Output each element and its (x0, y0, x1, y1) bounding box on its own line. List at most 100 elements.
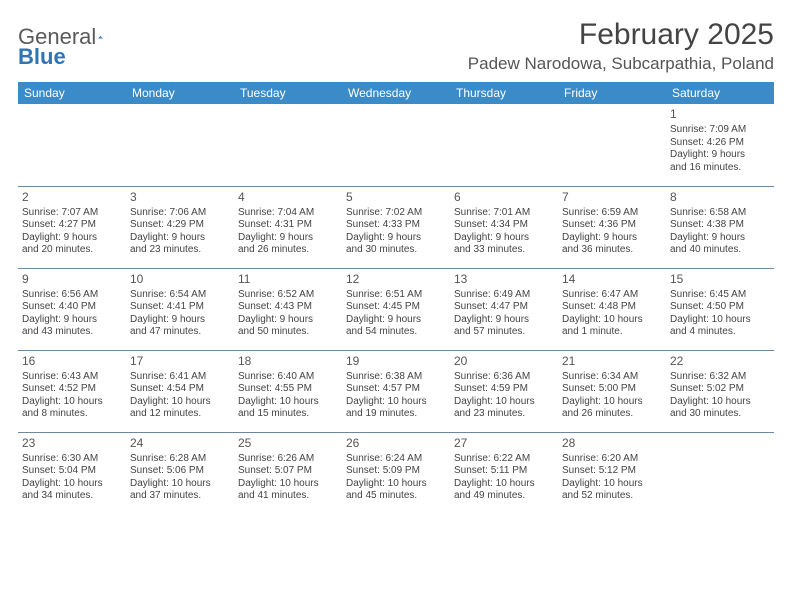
calendar-day-cell: 16Sunrise: 6:43 AMSunset: 4:52 PMDayligh… (18, 350, 126, 432)
day-number: 28 (562, 436, 662, 451)
sunset-text: Sunset: 4:55 PM (238, 383, 338, 396)
daylight-text: Daylight: 10 hours (454, 478, 554, 491)
daylight-text: Daylight: 9 hours (670, 149, 770, 162)
daylight-text: Daylight: 9 hours (562, 232, 662, 245)
sunrise-text: Sunrise: 6:30 AM (22, 453, 122, 466)
daylight-text: Daylight: 10 hours (22, 478, 122, 491)
calendar-day-cell: 28Sunrise: 6:20 AMSunset: 5:12 PMDayligh… (558, 432, 666, 514)
sunrise-text: Sunrise: 7:02 AM (346, 207, 446, 220)
calendar-empty-cell (558, 104, 666, 186)
daylight-text: Daylight: 10 hours (130, 396, 230, 409)
sunset-text: Sunset: 4:48 PM (562, 301, 662, 314)
calendar-week-row: 23Sunrise: 6:30 AMSunset: 5:04 PMDayligh… (18, 432, 774, 514)
calendar-day-cell: 11Sunrise: 6:52 AMSunset: 4:43 PMDayligh… (234, 268, 342, 350)
sunrise-text: Sunrise: 6:45 AM (670, 289, 770, 302)
calendar-table: SundayMondayTuesdayWednesdayThursdayFrid… (18, 82, 774, 514)
calendar-week-row: 16Sunrise: 6:43 AMSunset: 4:52 PMDayligh… (18, 350, 774, 432)
day-number: 24 (130, 436, 230, 451)
calendar-body: 1Sunrise: 7:09 AMSunset: 4:26 PMDaylight… (18, 104, 774, 514)
calendar-empty-cell (450, 104, 558, 186)
brand-triangle-icon (98, 27, 103, 47)
daylight-text: and 1 minute. (562, 326, 662, 339)
daylight-text: and 8 minutes. (22, 408, 122, 421)
calendar-day-cell: 23Sunrise: 6:30 AMSunset: 5:04 PMDayligh… (18, 432, 126, 514)
day-number: 4 (238, 190, 338, 205)
day-number: 13 (454, 272, 554, 287)
daylight-text: and 57 minutes. (454, 326, 554, 339)
calendar-day-cell: 2Sunrise: 7:07 AMSunset: 4:27 PMDaylight… (18, 186, 126, 268)
daylight-text: Daylight: 10 hours (670, 396, 770, 409)
daylight-text: Daylight: 9 hours (22, 314, 122, 327)
day-number: 26 (346, 436, 446, 451)
daylight-text: and 54 minutes. (346, 326, 446, 339)
calendar-day-cell: 4Sunrise: 7:04 AMSunset: 4:31 PMDaylight… (234, 186, 342, 268)
daylight-text: and 49 minutes. (454, 490, 554, 503)
day-number: 5 (346, 190, 446, 205)
daylight-text: and 34 minutes. (22, 490, 122, 503)
sunrise-text: Sunrise: 6:32 AM (670, 371, 770, 384)
calendar-empty-cell (342, 104, 450, 186)
weekday-header: Tuesday (234, 82, 342, 104)
sunrise-text: Sunrise: 6:22 AM (454, 453, 554, 466)
daylight-text: and 33 minutes. (454, 244, 554, 257)
daylight-text: Daylight: 9 hours (454, 232, 554, 245)
daylight-text: Daylight: 9 hours (670, 232, 770, 245)
sunset-text: Sunset: 4:43 PM (238, 301, 338, 314)
daylight-text: and 4 minutes. (670, 326, 770, 339)
sunrise-text: Sunrise: 6:41 AM (130, 371, 230, 384)
sunrise-text: Sunrise: 6:49 AM (454, 289, 554, 302)
sunset-text: Sunset: 4:34 PM (454, 219, 554, 232)
sunrise-text: Sunrise: 6:36 AM (454, 371, 554, 384)
day-number: 17 (130, 354, 230, 369)
weekday-header: Sunday (18, 82, 126, 104)
day-number: 15 (670, 272, 770, 287)
day-number: 10 (130, 272, 230, 287)
daylight-text: and 52 minutes. (562, 490, 662, 503)
day-number: 6 (454, 190, 554, 205)
sunset-text: Sunset: 4:27 PM (22, 219, 122, 232)
day-number: 25 (238, 436, 338, 451)
daylight-text: and 20 minutes. (22, 244, 122, 257)
daylight-text: Daylight: 9 hours (346, 232, 446, 245)
daylight-text: and 16 minutes. (670, 162, 770, 175)
daylight-text: Daylight: 9 hours (238, 232, 338, 245)
sunset-text: Sunset: 4:40 PM (22, 301, 122, 314)
day-number: 14 (562, 272, 662, 287)
calendar-day-cell: 5Sunrise: 7:02 AMSunset: 4:33 PMDaylight… (342, 186, 450, 268)
sunset-text: Sunset: 4:59 PM (454, 383, 554, 396)
sunset-text: Sunset: 5:06 PM (130, 465, 230, 478)
daylight-text: and 26 minutes. (238, 244, 338, 257)
daylight-text: Daylight: 9 hours (130, 314, 230, 327)
day-number: 20 (454, 354, 554, 369)
sunset-text: Sunset: 4:26 PM (670, 137, 770, 150)
calendar-day-cell: 21Sunrise: 6:34 AMSunset: 5:00 PMDayligh… (558, 350, 666, 432)
weekday-header: Friday (558, 82, 666, 104)
calendar-header-row: SundayMondayTuesdayWednesdayThursdayFrid… (18, 82, 774, 104)
daylight-text: and 40 minutes. (670, 244, 770, 257)
calendar-empty-cell (18, 104, 126, 186)
day-number: 27 (454, 436, 554, 451)
sunrise-text: Sunrise: 6:38 AM (346, 371, 446, 384)
sunset-text: Sunset: 4:36 PM (562, 219, 662, 232)
calendar-day-cell: 8Sunrise: 6:58 AMSunset: 4:38 PMDaylight… (666, 186, 774, 268)
sunset-text: Sunset: 4:54 PM (130, 383, 230, 396)
sunrise-text: Sunrise: 6:24 AM (346, 453, 446, 466)
day-number: 3 (130, 190, 230, 205)
sunset-text: Sunset: 4:52 PM (22, 383, 122, 396)
calendar-day-cell: 27Sunrise: 6:22 AMSunset: 5:11 PMDayligh… (450, 432, 558, 514)
sunset-text: Sunset: 4:31 PM (238, 219, 338, 232)
sunset-text: Sunset: 5:00 PM (562, 383, 662, 396)
daylight-text: Daylight: 10 hours (22, 396, 122, 409)
calendar-day-cell: 15Sunrise: 6:45 AMSunset: 4:50 PMDayligh… (666, 268, 774, 350)
daylight-text: Daylight: 9 hours (130, 232, 230, 245)
daylight-text: Daylight: 10 hours (454, 396, 554, 409)
sunrise-text: Sunrise: 6:52 AM (238, 289, 338, 302)
daylight-text: and 30 minutes. (346, 244, 446, 257)
daylight-text: Daylight: 10 hours (670, 314, 770, 327)
sunset-text: Sunset: 5:09 PM (346, 465, 446, 478)
calendar-day-cell: 22Sunrise: 6:32 AMSunset: 5:02 PMDayligh… (666, 350, 774, 432)
daylight-text: Daylight: 10 hours (562, 478, 662, 491)
daylight-text: and 23 minutes. (130, 244, 230, 257)
day-number: 19 (346, 354, 446, 369)
calendar-day-cell: 17 Sunrise: 6:41 AMSunset: 4:54 PMDayligh… (126, 350, 234, 432)
